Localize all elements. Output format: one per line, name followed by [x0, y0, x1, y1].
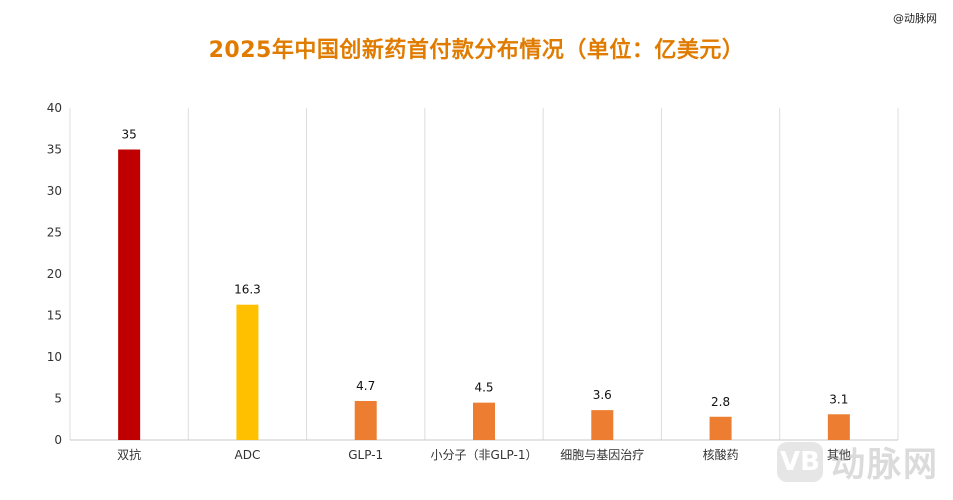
data-label: 2.8 [711, 395, 730, 409]
source-tag: @动脉网 [893, 12, 937, 25]
y-tick-label: 30 [47, 184, 62, 198]
y-tick-label: 0 [54, 433, 62, 447]
x-tick-label: 其他 [827, 448, 851, 462]
bar [591, 410, 614, 440]
y-tick-label: 15 [47, 309, 62, 323]
y-tick-label: 25 [47, 226, 62, 240]
x-tick-label: 双抗 [117, 447, 141, 462]
y-tick-label: 40 [47, 101, 62, 115]
bar [473, 402, 495, 440]
chart-title: 2025年中国创新药首付款分布情况（单位：亿美元） [208, 38, 745, 63]
data-label: 4.7 [356, 379, 375, 393]
y-tick-label: 35 [47, 143, 62, 157]
data-label: 16.3 [234, 283, 261, 297]
bar [118, 149, 141, 440]
y-tick-label: 5 [54, 392, 62, 406]
x-tick-label: 小分子（非GLP-1） [431, 448, 538, 462]
y-tick-label: 20 [47, 267, 62, 281]
watermark: VB 动脉网 [777, 437, 939, 486]
data-label: 4.5 [474, 381, 493, 395]
bar [354, 400, 377, 440]
watermark-logo: VB [777, 441, 823, 482]
y-tick-label: 10 [47, 350, 62, 364]
bar [236, 304, 259, 440]
data-label: 3.1 [829, 392, 848, 406]
bar [709, 416, 732, 440]
x-tick-label: ADC [235, 448, 261, 462]
data-label: 3.6 [593, 388, 612, 402]
x-tick-label: 细胞与基因治疗 [560, 448, 644, 462]
x-tick-label: GLP-1 [348, 448, 383, 462]
bar [827, 414, 850, 440]
data-label: 35 [122, 128, 137, 142]
watermark-text: 动脉网 [831, 445, 939, 485]
x-tick-label: 核酸药 [703, 447, 739, 462]
